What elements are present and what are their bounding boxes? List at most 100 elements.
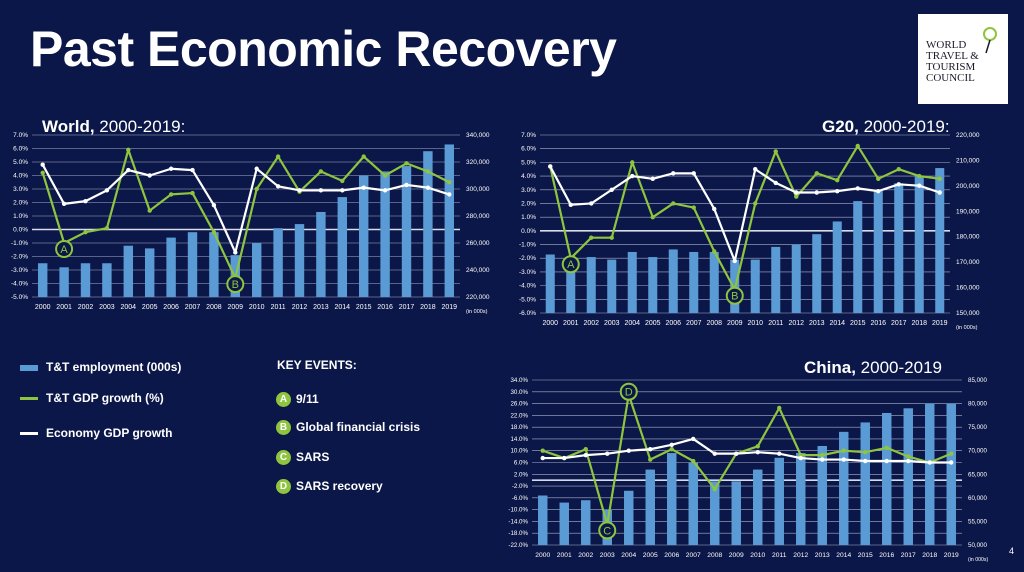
year-label: 2015 [850,320,866,327]
employment-bar [914,175,924,313]
year-label: 2008 [706,320,722,327]
series-line [542,437,952,464]
event-marker [725,286,744,305]
series-point [814,190,819,195]
series-point [104,188,110,193]
china-chart: -22.0% -18.0% -14.0% -10.0% -6.0% -2.0% 2.0% 6.… [508,377,988,563]
year-label: 2013 [809,320,825,327]
series-point [937,176,942,182]
series-point [669,447,674,452]
series-point [794,194,799,199]
legend-swatch [20,432,38,436]
employment-bar [316,211,326,297]
series-point [630,173,635,179]
legend-swatch [20,397,38,401]
series-point [794,190,799,195]
employment-bar [925,403,935,545]
left-tick-label: 0.0% [521,228,536,235]
series-point [855,186,860,191]
event-marker-label: C [603,525,611,537]
world-chart-title: World, 2000-2019: [42,117,186,136]
employment-bar [358,175,369,297]
series-point [425,185,431,190]
series-point [404,182,409,188]
year-label: 2004 [624,320,640,327]
year-label: 2005 [645,320,661,327]
series-point [814,171,819,176]
series-point [297,188,302,193]
employment-bar [817,446,827,545]
year-label: 2012 [793,552,808,559]
series-point [671,171,676,176]
series-point [876,176,881,182]
series-point [190,167,195,173]
employment-bar [882,413,892,545]
year-label: 2007 [185,304,201,311]
series-point [691,171,696,176]
left-tick-label: -6.0% [519,310,536,317]
left-tick-label: -4.0% [519,283,536,290]
year-label: 2017 [399,304,415,311]
employment-bar [709,251,719,313]
event-marker [561,255,580,274]
series-point [340,178,345,184]
left-tick-label: 18.0% [510,424,528,431]
series-point [447,180,452,185]
employment-bar [710,481,720,545]
event-marker-label: B [731,291,738,303]
employment-bar [667,453,677,545]
employment-bar [538,495,548,545]
series-point [773,180,778,186]
year-label: 2005 [142,304,158,311]
series-point [382,188,388,193]
employment-bar [607,259,617,313]
employment-bar [209,232,219,297]
series-point [583,452,588,458]
right-axis-unit: (in 000s) [956,325,978,331]
employment-bar [37,263,48,297]
left-tick-label: 34.0% [510,377,528,384]
series-point [40,162,45,167]
employment-bar [839,431,849,545]
left-tick-label: 5.0% [521,159,536,166]
series-point [404,161,409,166]
left-tick-label: -22.0% [508,542,528,549]
employment-bar [423,151,433,297]
series-point [712,249,717,254]
employment-bar [935,168,945,313]
employment-bar [144,248,155,297]
year-label: 2006 [665,320,681,327]
year-label: 2004 [121,304,137,311]
series-point [841,457,846,462]
year-label: 2001 [557,552,572,559]
china-chart-title: China, 2000-2019 [804,358,942,377]
series-point [126,167,131,173]
left-tick-label: 2.0% [13,200,28,207]
year-label: 2015 [858,552,873,559]
left-tick-label: 3.0% [521,187,536,194]
legend-economy-gdp: Economy GDP growth [20,426,172,440]
series-point [927,460,932,465]
year-label: 2009 [228,304,244,311]
right-tick-label: 150,000 [956,310,980,317]
series-point [275,154,281,159]
employment-bar [771,246,781,313]
event-badge: C [276,450,291,466]
year-label: 2019 [442,304,458,311]
left-tick-label: 5.0% [13,159,28,166]
right-tick-label: 200,000 [956,183,980,190]
key-events-title: KEY EVENTS: [277,358,357,372]
series-point [568,202,573,208]
employment-bar [187,232,198,297]
event-marker [226,275,245,294]
year-label: 2019 [944,552,959,559]
series-point [876,188,881,194]
year-label: 2000 [535,552,550,559]
left-tick-label: 6.0% [514,460,529,467]
series-point [254,186,259,192]
series-point [540,455,545,461]
employment-bar [796,453,806,545]
series-point [949,451,954,456]
series-point [937,190,942,195]
series-point [168,166,174,171]
